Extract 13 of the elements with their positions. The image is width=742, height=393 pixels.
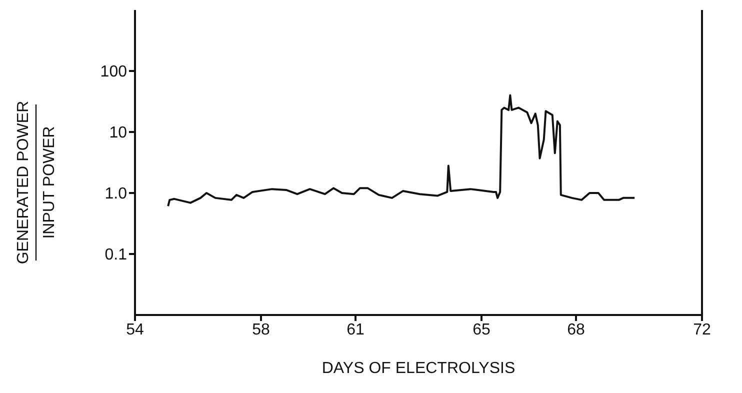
y-tick-label: 10 (109, 124, 128, 142)
x-tick-label: 61 (346, 321, 364, 338)
y-tick-label: 100 (100, 64, 128, 81)
x-tick-label: 68 (567, 321, 585, 338)
x-tick-label: 54 (126, 321, 144, 338)
x-tick-label: 65 (472, 321, 490, 338)
x-tick-label: 72 (693, 321, 711, 338)
x-tick-label: 58 (252, 321, 270, 338)
x-axis-title: DAYS OF ELECTROLYSIS (322, 360, 516, 377)
line-series (167, 94, 636, 208)
y-tick-label: 0.1 (104, 246, 128, 264)
y-tick-label: 1.0 (104, 186, 128, 203)
y-axis-title: GENERATED POWER INPUT POWER (15, 100, 58, 264)
